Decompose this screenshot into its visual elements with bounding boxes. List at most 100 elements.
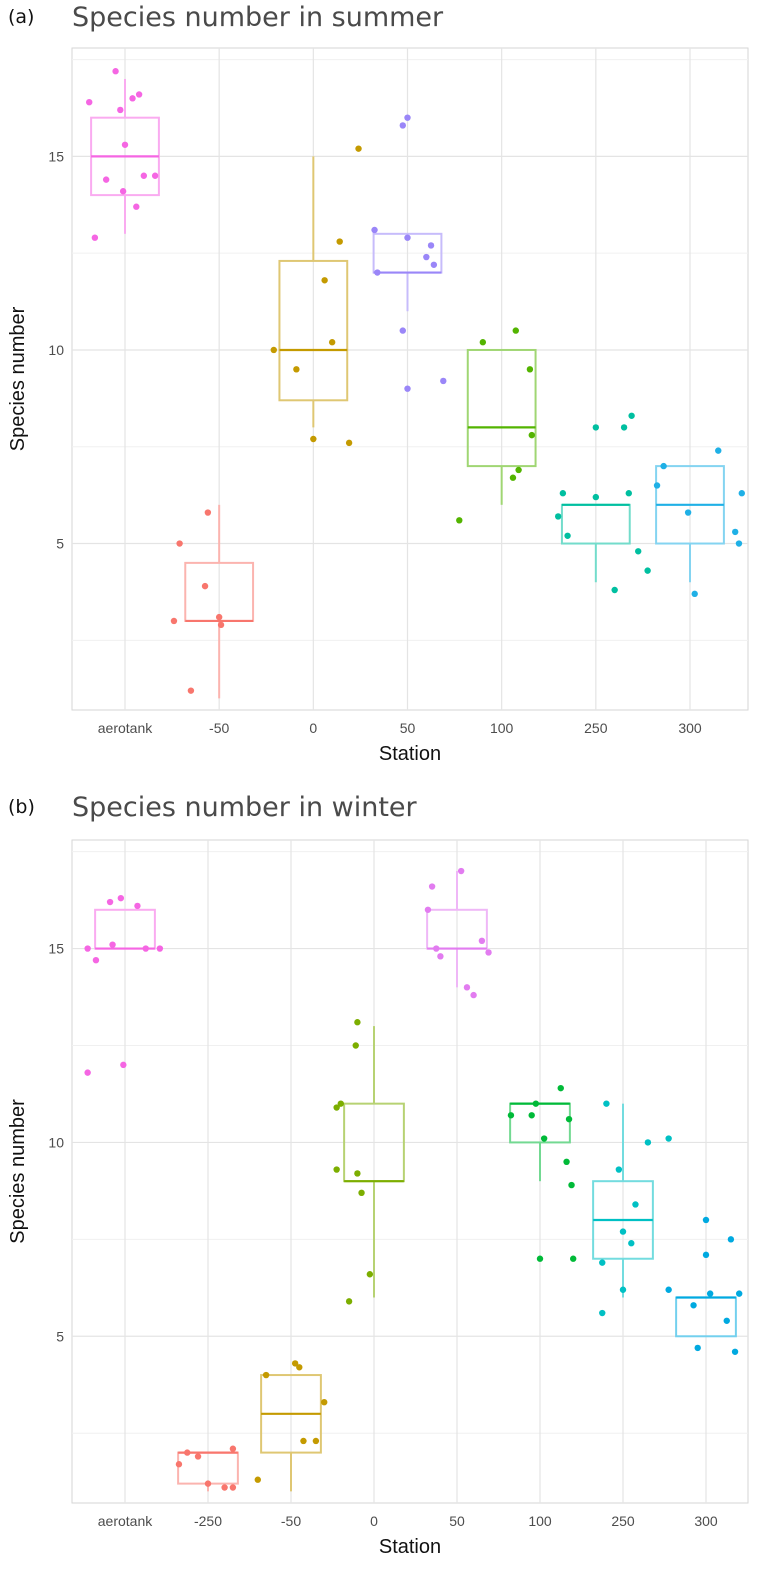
data-point <box>354 1170 361 1177</box>
data-point <box>632 1201 639 1208</box>
data-point <box>684 509 692 516</box>
data-point <box>321 277 328 284</box>
box-2 <box>260 1374 322 1492</box>
data-point <box>563 1158 570 1166</box>
data-point <box>665 1286 672 1293</box>
data-point <box>117 106 124 114</box>
data-point <box>565 1115 573 1123</box>
panel-winter: 5 10 15 aerotank -250 -50 0 50 100 250 300 Station S… <box>0 790 764 1577</box>
data-point <box>620 424 628 431</box>
data-point <box>312 1437 320 1445</box>
data-point <box>470 991 477 999</box>
data-point <box>485 949 492 956</box>
x-tick-label: 300 <box>694 1513 718 1529</box>
data-point <box>437 953 444 960</box>
data-point <box>665 1135 672 1142</box>
data-point <box>736 1290 743 1297</box>
data-point <box>430 261 438 268</box>
data-point <box>428 883 436 890</box>
data-point <box>106 898 114 906</box>
winter-chart: 5 10 15 aerotank -250 -50 0 50 100 250 300 Station S… <box>7 839 749 1558</box>
data-point <box>399 122 406 129</box>
data-point <box>221 1484 228 1491</box>
data-point <box>204 1480 212 1487</box>
y-tick-label: 15 <box>48 941 64 957</box>
data-point <box>321 1398 328 1406</box>
data-point <box>345 1298 353 1305</box>
x-tick-label: 250 <box>584 720 608 736</box>
plot-area <box>71 839 749 1504</box>
data-point <box>354 1019 361 1026</box>
data-point <box>479 339 487 346</box>
box-body <box>466 348 537 468</box>
data-point <box>619 1286 627 1293</box>
data-point <box>528 431 535 439</box>
x-axis-title: Station <box>379 1536 441 1558</box>
data-point <box>619 1228 627 1235</box>
y-axis-title: Species number <box>7 1099 29 1244</box>
data-point <box>337 1100 344 1107</box>
data-point <box>300 1437 307 1445</box>
x-tick-label: 250 <box>611 1513 635 1529</box>
data-point <box>625 490 632 497</box>
data-point <box>433 945 440 952</box>
data-point <box>526 366 534 373</box>
data-point <box>592 424 600 431</box>
data-point <box>644 567 651 574</box>
data-point <box>262 1371 270 1379</box>
data-point <box>532 1100 540 1107</box>
data-point <box>478 937 486 945</box>
data-point <box>135 91 143 98</box>
x-tick-label: 50 <box>400 720 416 736</box>
data-point <box>229 1484 237 1491</box>
plot-area <box>71 47 749 711</box>
x-tick-label: 100 <box>490 720 514 736</box>
data-point <box>628 1240 635 1247</box>
data-point <box>738 490 745 497</box>
data-point <box>156 945 164 952</box>
data-point <box>691 590 698 598</box>
data-point <box>129 95 136 102</box>
data-point <box>727 1236 735 1243</box>
data-point <box>134 902 141 910</box>
x-tick-label: 100 <box>528 1513 552 1529</box>
data-point <box>592 493 600 501</box>
data-point <box>151 172 159 179</box>
data-point <box>119 188 127 195</box>
data-point <box>615 1166 623 1173</box>
data-point <box>293 366 300 373</box>
box-3 <box>372 232 443 312</box>
data-point <box>358 1189 365 1197</box>
box-5 <box>509 1102 571 1182</box>
x-tick-label: 0 <box>370 1513 378 1529</box>
data-point <box>333 1166 340 1173</box>
data-point <box>175 1461 183 1468</box>
data-point <box>735 540 743 547</box>
data-point <box>731 1348 739 1355</box>
data-point <box>176 540 183 547</box>
data-point <box>201 582 209 590</box>
data-point <box>187 687 195 694</box>
data-point <box>217 621 225 629</box>
y-tick-label: 10 <box>48 1134 64 1150</box>
data-point <box>371 226 378 234</box>
data-point <box>133 203 140 210</box>
box-0 <box>90 78 160 234</box>
data-point <box>732 528 739 536</box>
box-body <box>278 259 349 402</box>
data-point <box>92 956 100 964</box>
data-point <box>296 1364 303 1371</box>
data-point <box>723 1317 730 1324</box>
box-4 <box>466 348 537 505</box>
panel-summer: 5 10 15 aerotank -50 0 50 100 250 300 Station Speci… <box>0 0 764 785</box>
data-point <box>628 412 635 419</box>
data-point <box>702 1216 710 1224</box>
data-point <box>423 253 430 261</box>
data-point <box>424 906 432 913</box>
x-tick-label: -50 <box>209 720 229 736</box>
data-point <box>204 509 212 516</box>
summer-chart: 5 10 15 aerotank -50 0 50 100 250 300 Station Speci… <box>7 47 749 765</box>
data-point <box>694 1344 701 1352</box>
data-point <box>702 1251 710 1259</box>
data-point <box>715 447 722 454</box>
